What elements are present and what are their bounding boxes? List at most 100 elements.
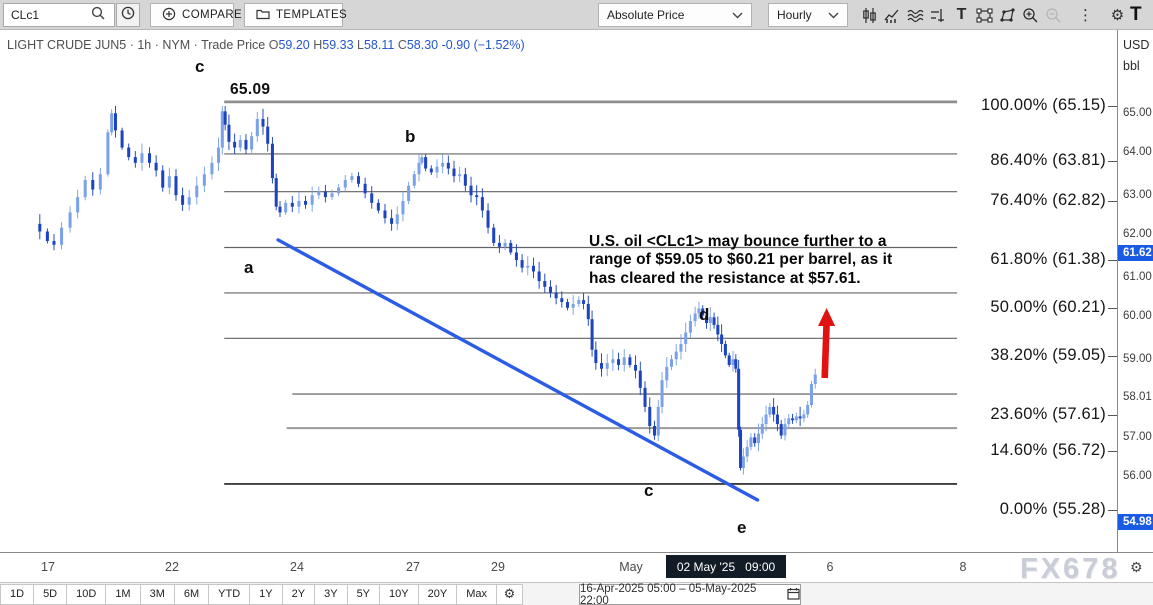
- range-button-20y[interactable]: 20Y: [418, 583, 458, 605]
- brand-logo: T: [1130, 4, 1142, 25]
- axis-settings-gear-icon[interactable]: ⚙: [1130, 559, 1143, 575]
- interval-select[interactable]: Hourly: [768, 3, 848, 27]
- range-button-10d[interactable]: 10D: [67, 583, 107, 605]
- chart-plot-area[interactable]: LIGHT CRUDE JUN5 · 1h · NYM · Trade Pric…: [0, 30, 1117, 552]
- candlestick-series: [38, 106, 817, 475]
- range-button-6m[interactable]: 6M: [174, 583, 210, 605]
- elliott-wave-label-c-4: c: [644, 481, 654, 500]
- price-axis-unit-quantity: bbl: [1123, 59, 1140, 73]
- legend-h-value: H59.33: [313, 38, 354, 52]
- top-toolbar: COMPARE TEMPLATES Absolute Price Hourly …: [0, 0, 1153, 30]
- price-tick-61.00: 61.00: [1123, 271, 1152, 283]
- search-icon[interactable]: [91, 6, 105, 25]
- compare-button-label: COMPARE: [182, 9, 243, 21]
- fib-label-100.00%: 100.00% (65.15): [980, 96, 1106, 114]
- time-tick-27: 27: [406, 560, 420, 574]
- settings-gear-icon[interactable]: ⚙: [1110, 7, 1125, 24]
- bounce-arrow-shaft[interactable]: [821, 323, 830, 379]
- toolbar-icon-row: T ⋮ ⚙: [858, 0, 1129, 30]
- calendar-icon: [787, 587, 800, 603]
- price-tick-64.00: 64.00: [1123, 146, 1152, 158]
- templates-button-label: TEMPLATES: [276, 9, 348, 21]
- symbol-search-input[interactable]: [11, 8, 91, 22]
- fib-label-50.00%: 50.00% (60.21): [990, 298, 1106, 316]
- fib-label-86.40%: 86.40% (63.81): [990, 151, 1106, 169]
- range-button-5y[interactable]: 5Y: [347, 583, 381, 605]
- chart-type-icon[interactable]: [881, 4, 904, 26]
- candlestick-style-icon[interactable]: [858, 4, 881, 26]
- range-settings-button[interactable]: ⚙: [496, 583, 523, 605]
- price-badge-61.62: 61.62: [1118, 245, 1153, 261]
- fib-label-tick: [1108, 451, 1117, 452]
- time-tick-17: 17: [41, 560, 55, 574]
- legend-c-value: C58.30: [397, 38, 439, 52]
- price-mode-value: Absolute Price: [607, 8, 685, 22]
- range-button-1m[interactable]: 1M: [106, 583, 141, 605]
- price-tick-56.00: 56.00: [1123, 470, 1152, 482]
- compare-button[interactable]: COMPARE: [150, 3, 242, 27]
- time-tick-29: 29: [491, 560, 505, 574]
- legend-o-value: O59.20: [268, 38, 310, 52]
- indicators-icon[interactable]: [904, 4, 927, 26]
- time-tick-24: 24: [290, 560, 304, 574]
- range-button-3y[interactable]: 3Y: [315, 583, 348, 605]
- zoom-out-icon: [1042, 4, 1065, 26]
- more-options-icon[interactable]: ⋮: [1078, 7, 1093, 24]
- history-clock-button[interactable]: [116, 3, 140, 27]
- price-axis[interactable]: USD bbl 65.00 64.00 63.00 62.00 61.00 60.00 59…: [1117, 30, 1153, 582]
- fib-label-76.40%: 76.40% (62.82): [990, 191, 1106, 209]
- fib-label-61.80%: 61.80% (61.38): [990, 250, 1106, 268]
- elliott-wave-label-a-2: a: [244, 258, 254, 277]
- range-button-ytd[interactable]: YTD: [209, 583, 251, 605]
- fib-label-tick: [1108, 161, 1117, 162]
- text-tool-icon[interactable]: T: [956, 6, 967, 23]
- elliott-wave-label-e-5: e: [737, 518, 747, 537]
- descending-trendline[interactable]: [276, 238, 760, 502]
- price-tick-60.00: 60.00: [1123, 310, 1152, 322]
- legend-exchange: NYM: [162, 38, 191, 52]
- price-tick-65.00: 65.00: [1123, 107, 1152, 119]
- fib-label-tick: [1108, 201, 1117, 202]
- chevron-down-icon: [828, 8, 839, 22]
- price-levels-icon[interactable]: [927, 4, 950, 26]
- price-axis-unit-currency: USD: [1123, 38, 1150, 52]
- range-button-1d[interactable]: 1D: [0, 583, 35, 605]
- range-button-2y[interactable]: 2Y: [282, 583, 316, 605]
- date-range-value: 16-Apr-2025 05:00 – 05-May-2025 22:00: [580, 582, 757, 605]
- fib-label-14.60%: 14.60% (56.72): [990, 441, 1106, 459]
- fib-label-0.00%: 0.00% (55.28): [999, 500, 1106, 518]
- templates-button[interactable]: TEMPLATES: [244, 3, 347, 27]
- range-button-5d[interactable]: 5D: [34, 583, 68, 605]
- range-button-1y[interactable]: 1Y: [250, 583, 283, 605]
- range-button-max[interactable]: Max: [457, 583, 497, 605]
- legend-change: -0.90 (−1.52%): [441, 38, 525, 52]
- zoom-in-icon[interactable]: [1019, 4, 1042, 26]
- analyst-annotation-text: U.S. oil <CLc1> may bounce further to a …: [589, 233, 893, 287]
- time-tick-8: 8: [959, 560, 967, 574]
- range-button-3m[interactable]: 3M: [140, 583, 175, 605]
- range-button-10y[interactable]: 10Y: [380, 583, 419, 605]
- date-range-picker[interactable]: 16-Apr-2025 05:00 – 05-May-2025 22:00: [579, 582, 801, 605]
- clock-icon: [121, 6, 135, 25]
- fib-label-23.60%: 23.60% (57.61): [990, 405, 1106, 423]
- fib-label-tick: [1108, 260, 1117, 261]
- elliott-wave-label-d-3: d: [699, 305, 710, 324]
- symbol-search-box[interactable]: [3, 3, 115, 27]
- legend-interval: 1h: [137, 38, 152, 52]
- price-tick-62.00: 62.00: [1123, 228, 1152, 240]
- crosshair-time: 09:00: [745, 559, 776, 574]
- fib-label-38.20%: 38.20% (59.05): [990, 346, 1106, 364]
- price-mode-select[interactable]: Absolute Price: [598, 3, 752, 27]
- folder-icon: [256, 8, 270, 23]
- time-tick-22: 22: [165, 560, 179, 574]
- time-axis[interactable]: FX678 ⚙ 17 22 24 27 29 May 6 8 02 May '25 09:00: [0, 552, 1153, 585]
- polygon-tool-icon[interactable]: [996, 4, 1019, 26]
- time-tick-6: 6: [826, 560, 834, 574]
- bounce-arrow-head: [818, 308, 836, 326]
- fib-label-tick: [1108, 510, 1117, 511]
- price-tick-63.00: 63.00: [1123, 189, 1152, 201]
- candlestick-chart-canvas[interactable]: [0, 30, 1117, 552]
- shapes-tool-icon[interactable]: [973, 4, 996, 26]
- price-tick-59.00: 59.00: [1123, 353, 1152, 365]
